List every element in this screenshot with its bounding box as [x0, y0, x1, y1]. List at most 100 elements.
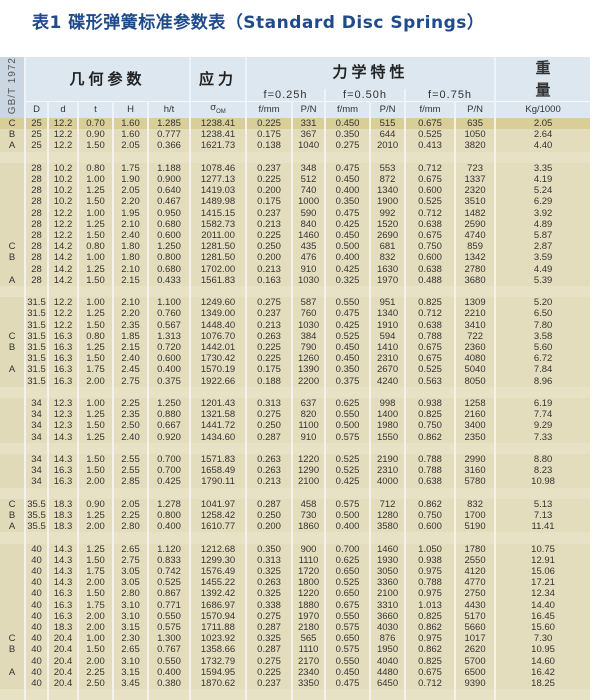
empty-cell [454, 532, 496, 544]
sigma-symbol: σ [210, 102, 217, 113]
col-H-cell: 1.80 [112, 252, 148, 264]
grade-cell [0, 431, 25, 443]
col-P-075-cell: 1780 [454, 543, 496, 555]
col-H-cell: 2.65 [112, 644, 148, 656]
col-P-050-cell: 4000 [369, 476, 406, 488]
col-weight-cell: 12.34 [494, 588, 591, 600]
col-f-025-cell: 0.250 [245, 420, 293, 432]
col-sigma-header: σOM [189, 100, 247, 118]
col-d-cell: 12.2 [47, 129, 78, 141]
col-D-cell: 35.5 [24, 521, 48, 533]
col-f-075-cell: 0.750 [404, 241, 456, 253]
col-f-025-cell: 0.138 [245, 140, 293, 152]
col-f-025-cell: 0.213 [245, 218, 293, 230]
col-P-025-cell: 348 [291, 162, 326, 174]
empty-cell [291, 487, 326, 499]
col-D-cell: 34 [24, 409, 48, 421]
col-D-cell: 40 [24, 554, 48, 566]
empty-cell [494, 151, 591, 163]
col-t-header: t [77, 100, 113, 118]
col-h-t-cell: 0.366 [146, 140, 191, 152]
empty-cell [0, 532, 25, 544]
col-P-075-cell: 2360 [454, 341, 496, 354]
empty-cell [454, 151, 496, 163]
col-f-075-cell: 0.975 [404, 588, 456, 600]
col-P-025-cell: 512 [291, 173, 326, 186]
empty-cell [47, 487, 78, 499]
col-sigma-cell: 1258.42 [189, 509, 247, 522]
col-f-075-cell: 0.712 [404, 162, 456, 174]
col-h-t-cell: 0.800 [146, 252, 191, 264]
col-sigma-cell: 1489.98 [189, 196, 247, 208]
col-weight-cell: 7.80 [494, 319, 591, 331]
col-d-cell: 10.2 [47, 196, 78, 208]
col-P-025-cell: 331 [291, 117, 326, 130]
empty-cell [324, 442, 371, 454]
empty-cell [404, 487, 456, 499]
col-f-050-cell: 0.450 [324, 229, 371, 242]
col-P-025-cell: 2340 [291, 666, 326, 678]
col-f-050-cell: 0.625 [324, 554, 371, 566]
col-P-075-cell: 3160 [454, 465, 496, 477]
col-h-t-cell: 0.525 [146, 577, 191, 589]
col-H-cell: 3.45 [112, 677, 148, 690]
col-H-cell: 2.05 [112, 140, 148, 152]
col-f-025-cell: 0.225 [245, 173, 293, 186]
col-D-cell: 40 [24, 621, 48, 634]
col-f-050-cell: 0.575 [324, 431, 371, 443]
col-f-025-cell: 0.263 [245, 330, 293, 342]
col-f-025-cell: 0.250 [245, 509, 293, 522]
empty-cell [245, 386, 293, 398]
col-d-cell: 14.3 [47, 577, 78, 589]
col-f-075-cell: 0.600 [404, 185, 456, 197]
col-t-cell: 2.00 [77, 375, 113, 387]
col-P-075-cell: 3410 [454, 319, 496, 331]
col-sigma-cell: 1415.15 [189, 207, 247, 219]
col-d-cell: 14.3 [47, 565, 78, 578]
col-P-025-cell: 637 [291, 397, 326, 410]
col-t-cell: 2.00 [77, 610, 113, 622]
col-weight-cell: 6.50 [494, 308, 591, 320]
col-f-025-cell: 0.213 [245, 319, 293, 331]
col-P-075-cell: 723 [454, 162, 496, 174]
col-f-050-cell: 0.400 [324, 252, 371, 264]
col-P-050-cell: 998 [369, 397, 406, 410]
col-weight-cell: 2.64 [494, 129, 591, 141]
table-row: B 40 20.4 1.50 2.65 0.767 1358.66 0.287 1110 0.57… [0, 644, 591, 656]
table-row: 40 16.3 2.00 3.10 0.550 1570.94 0.275 1970 0.550… [0, 610, 591, 622]
empty-cell [245, 151, 293, 163]
empty-cell [291, 442, 326, 454]
col-d-cell: 12.2 [47, 308, 78, 320]
col-sigma-cell: 1392.42 [189, 588, 247, 600]
col-sigma-cell: 1238.41 [189, 117, 247, 130]
grade-cell [0, 308, 25, 320]
col-P-050-cell: 1970 [369, 274, 406, 286]
empty-cell [47, 442, 78, 454]
col-weight-cell: 7.33 [494, 431, 591, 443]
col-f-075-cell: 0.600 [404, 252, 456, 264]
col-f-075-cell: 0.638 [404, 476, 456, 488]
col-f-050-cell: 0.375 [324, 375, 371, 387]
empty-cell [77, 442, 113, 454]
col-weight-cell: 7.30 [494, 633, 591, 645]
col-f-050-cell: 0.575 [324, 621, 371, 634]
col-f-025-cell: 0.275 [245, 610, 293, 622]
col-D-cell: 28 [24, 229, 48, 242]
col-h-t-cell: 0.400 [146, 364, 191, 376]
table-row: 40 14.3 1.50 2.75 0.833 1299.30 0.313 1110 0.625… [0, 554, 591, 566]
col-f-075-cell: 0.525 [404, 196, 456, 208]
empty-cell [112, 285, 148, 298]
col-d-cell: 14.2 [47, 241, 78, 253]
empty-cell [189, 151, 247, 163]
table-row: A 31.5 16.3 1.75 2.45 0.400 1570.19 0.175 1390 0.… [0, 364, 591, 376]
col-h-t-cell: 1.120 [146, 543, 191, 555]
empty-cell [404, 151, 456, 163]
col-weight-cell: 7.13 [494, 509, 591, 522]
col-P-075-cell: 2210 [454, 308, 496, 320]
empty-cell [146, 487, 191, 499]
table-row: B 25 12.2 0.90 1.60 0.777 1238.41 0.175 367 0.350… [0, 129, 591, 141]
separator-row [0, 151, 591, 163]
col-sigma-cell: 1076.70 [189, 330, 247, 342]
col-D-cell: 31.5 [24, 364, 48, 376]
col-D-cell: 31.5 [24, 308, 48, 320]
